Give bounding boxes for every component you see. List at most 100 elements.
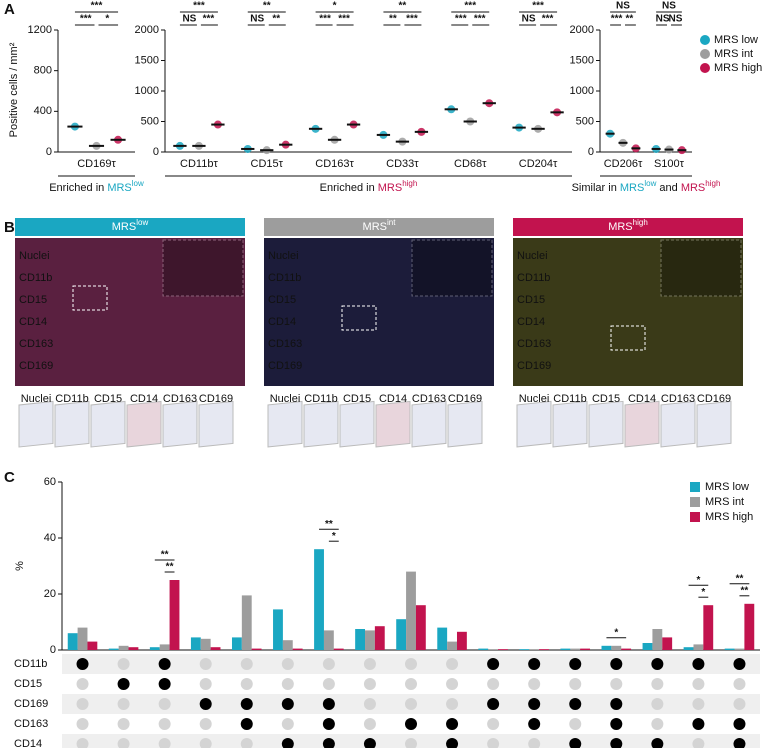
legend-label: MRS low [714, 34, 758, 46]
x-tick-label: CD163τ [315, 158, 354, 170]
matrix-dot [405, 698, 417, 710]
matrix-dot [76, 678, 89, 690]
image-header [15, 218, 245, 236]
matrix-dot [528, 658, 541, 670]
x-tick-label: CD15τ [251, 158, 284, 170]
matrix-dot [117, 718, 130, 730]
thumbnail [696, 400, 732, 448]
thumbnail [447, 400, 483, 448]
bar [488, 649, 499, 650]
rich-label: Similar in MRSlow and MRShigh [572, 179, 721, 194]
matrix-dot [281, 718, 294, 730]
channel-label: Nuclei [19, 250, 50, 262]
matrix-dot [76, 658, 89, 670]
thumbnail-label: Nuclei [21, 393, 52, 405]
micrograph [15, 238, 245, 386]
bar [118, 645, 129, 650]
matrix-dot [363, 698, 376, 710]
bar [703, 605, 714, 650]
matrix-dot [281, 678, 294, 690]
x-tick-label: CD204τ [519, 158, 558, 170]
matrix-dot [733, 718, 746, 730]
matrix-dot [528, 698, 541, 710]
channel-label: CD169 [19, 360, 53, 372]
y-tick-label: 400 [34, 105, 52, 117]
bar [519, 649, 530, 650]
thumbnail-label: Nuclei [519, 393, 550, 405]
panel-label: A [4, 1, 15, 18]
legend-swatch [690, 497, 700, 507]
bar [241, 595, 252, 650]
sig-label: *** [474, 14, 486, 25]
bar [642, 643, 653, 650]
x-tick-label: CD169τ [77, 158, 116, 170]
x-tick-label: CD206τ [604, 158, 643, 170]
matrix-dot [322, 738, 335, 748]
bar [611, 645, 622, 650]
bar [724, 648, 735, 650]
matrix-dot [487, 658, 500, 670]
sig-label: * [614, 627, 618, 638]
thumbnail [552, 400, 588, 448]
bar [365, 630, 375, 650]
matrix-dot [76, 698, 89, 710]
matrix-dot [610, 678, 623, 690]
thumbnail-label: CD14 [130, 393, 158, 405]
thumbnail [660, 400, 696, 448]
bar [355, 629, 366, 650]
matrix-row-label: CD14 [14, 738, 42, 748]
matrix-dot [240, 658, 253, 670]
bar [498, 649, 508, 650]
matrix-dot [733, 658, 746, 670]
label-part: high [402, 179, 417, 188]
matrix-dot [610, 718, 623, 730]
sig-label: * [696, 575, 700, 586]
sig-label: ** [166, 562, 174, 573]
x-tick-label: CD68τ [454, 158, 487, 170]
sig-label: ** [740, 585, 748, 596]
matrix-dot [117, 678, 130, 690]
bar [169, 580, 180, 650]
sig-label: ** [272, 14, 280, 25]
sig-label: ** [161, 550, 169, 561]
sig-label: NS [668, 14, 682, 25]
channel-label: Nuclei [517, 250, 548, 262]
roi [72, 285, 108, 311]
matrix-dot [651, 678, 664, 690]
y-tick-label: 0 [153, 146, 159, 158]
matrix-dot [446, 658, 459, 670]
channel-label: CD15 [19, 294, 47, 306]
image-header [513, 218, 743, 236]
matrix-dot [158, 738, 171, 748]
y-axis-title: Positive cells / mm² [8, 42, 20, 137]
thumbnail [375, 400, 411, 448]
matrix-dot [117, 658, 130, 670]
matrix-dot [651, 738, 664, 748]
bar [478, 648, 489, 650]
thumbnail-label: CD169 [448, 393, 482, 405]
y-tick-label: 2000 [135, 24, 159, 36]
matrix-dot [76, 738, 89, 748]
label-part: MRS [378, 182, 402, 194]
channel-label: CD163 [268, 338, 302, 350]
label-part: Similar in [572, 182, 620, 194]
sig-label: *** [611, 14, 623, 25]
bar [159, 644, 170, 650]
sig-label: * [105, 14, 109, 25]
sig-label: *** [80, 14, 92, 25]
thumbnail-label: CD163 [661, 393, 695, 405]
rich-label: MRSint [363, 218, 397, 233]
matrix-dot [692, 678, 705, 690]
legend-swatch [700, 49, 710, 59]
legend-swatch [690, 512, 700, 522]
bar [734, 648, 745, 650]
bar [282, 640, 293, 650]
thumbnail-label: CD14 [628, 393, 656, 405]
matrix-dot [363, 738, 376, 748]
bar [323, 630, 334, 650]
matrix-dot [651, 718, 664, 730]
bar [415, 605, 426, 650]
matrix-dot [240, 738, 253, 748]
label-part: high [705, 179, 720, 188]
label-part: low [132, 179, 144, 188]
